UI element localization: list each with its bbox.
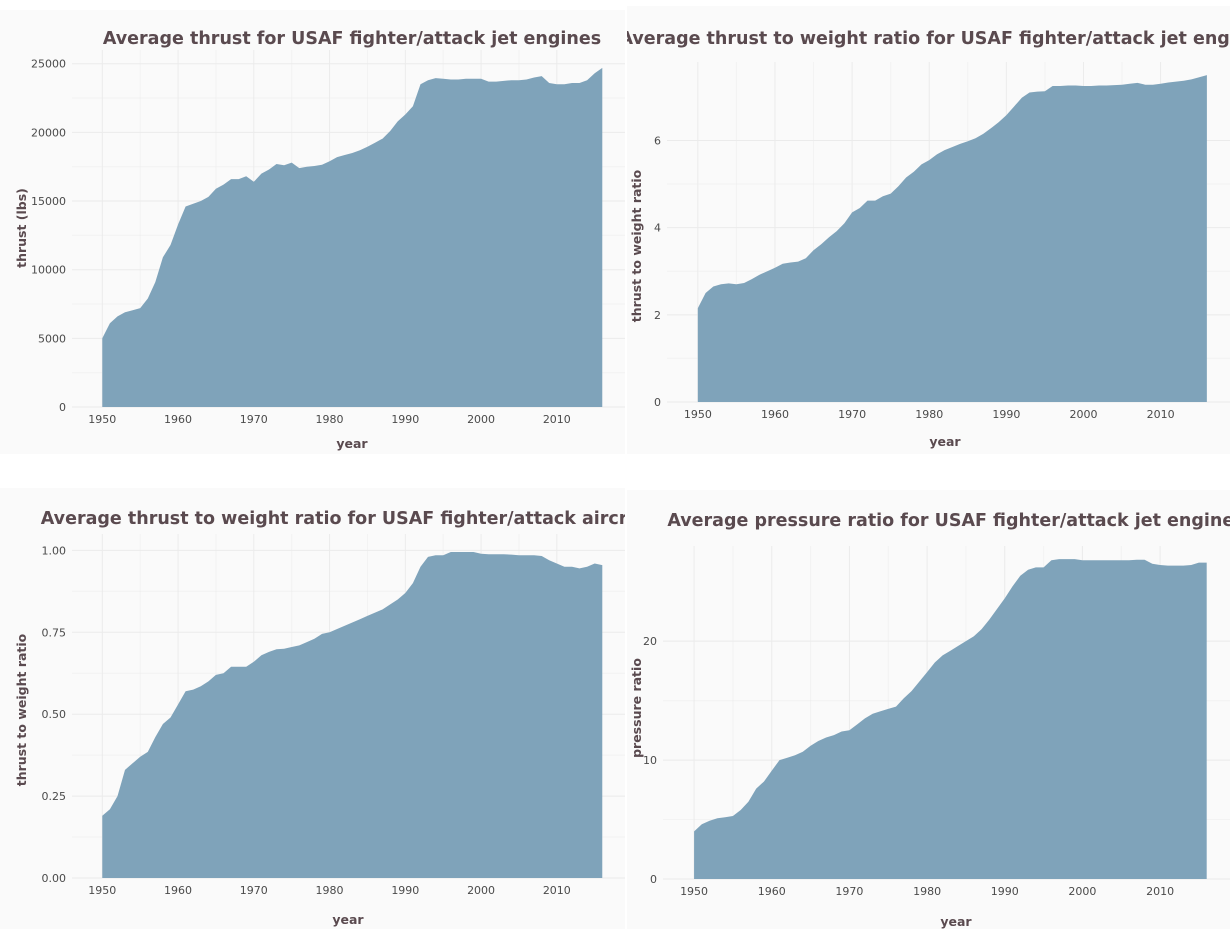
y-tick-label: 0: [654, 396, 661, 409]
y-tick-label: 15000: [31, 195, 66, 208]
y-tick-label: 0.75: [42, 626, 67, 639]
area-series: [102, 552, 603, 878]
x-tick-label: 1970: [240, 884, 268, 897]
x-tick-label: 1960: [758, 885, 786, 898]
chart-pressure-ratio: 1950 1960 1970 1980 1990 2000 2010 0 10 20 Averag…: [629, 511, 1230, 929]
x-tick-label: 1990: [991, 885, 1019, 898]
x-axis-label: year: [940, 914, 972, 929]
x-tick-label: 1980: [915, 408, 943, 421]
plot-layer: 1950 1960 1970 1980 1990 2000 2010 0 10 20: [643, 546, 1230, 898]
x-axis-label: year: [336, 436, 368, 451]
x-tick-label: 1960: [164, 413, 192, 426]
x-tick-label: 2010: [1147, 408, 1175, 421]
y-tick-label: 0.50: [42, 708, 67, 721]
x-tick-label: 1950: [684, 408, 712, 421]
x-tick-label: 1970: [838, 408, 866, 421]
x-tick-label: 2000: [467, 413, 495, 426]
x-tick-label: 2010: [543, 413, 571, 426]
x-tick-label: 1970: [835, 885, 863, 898]
chart-thrust: 1950 1960 1970 1980 1990 2000 2010 0 5000 10000 15…: [14, 29, 625, 451]
y-tick-label: 20: [643, 635, 657, 648]
area-series: [102, 67, 603, 408]
y-tick-label: 1.00: [42, 544, 67, 557]
x-tick-label: 1950: [88, 413, 116, 426]
y-tick-label: 6: [654, 134, 661, 147]
y-tick-label: 25000: [31, 58, 66, 71]
chart-panel-thrust: 1950 1960 1970 1980 1990 2000 2010 0 5000 10000 15…: [0, 10, 625, 454]
x-tick-label: 1990: [391, 884, 419, 897]
y-axis-label: pressure ratio: [629, 658, 644, 758]
plot-layer: 1950 1960 1970 1980 1990 2000 2010 0 5000 10000 15…: [31, 50, 625, 426]
y-tick-label: 5000: [38, 332, 66, 345]
x-tick-label: 1960: [164, 884, 192, 897]
y-tick-label: 10000: [31, 264, 66, 277]
x-tick-label: 2010: [543, 884, 571, 897]
y-tick-label: 20000: [31, 126, 66, 139]
chart-title: Average pressure ratio for USAF fighter/…: [667, 511, 1230, 531]
y-tick-label: 0: [59, 401, 66, 414]
y-tick-label: 0.25: [42, 790, 67, 803]
plot-layer: 1950 1960 1970 1980 1990 2000 2010 0 2 4 6: [654, 62, 1230, 421]
x-axis-label: year: [332, 912, 364, 927]
area-series: [697, 75, 1207, 402]
chart-title: Average thrust to weight ratio for USAF …: [627, 29, 1230, 49]
chart-engine-thrust-to-weight: 1950 1960 1970 1980 1990 2000 2010 0 2 4 6 Average…: [627, 29, 1230, 449]
x-tick-label: 2000: [467, 884, 495, 897]
x-tick-label: 1980: [316, 413, 344, 426]
x-tick-label: 2010: [1146, 885, 1174, 898]
y-tick-label: 0: [650, 873, 657, 886]
x-tick-label: 1990: [391, 413, 419, 426]
chart-panel-pressure: 1950 1960 1970 1980 1990 2000 2010 0 10 20 Averag…: [627, 490, 1230, 929]
x-tick-label: 1950: [88, 884, 116, 897]
x-tick-label: 1970: [240, 413, 268, 426]
chart-panel-aircraft-twr: 1950 1960 1970 1980 1990 2000 2010 0.00 0.25 0.50…: [0, 488, 625, 929]
x-tick-label: 1990: [992, 408, 1020, 421]
y-axis-label: thrust to weight ratio: [14, 633, 29, 786]
y-tick-label: 4: [654, 222, 661, 235]
y-axis-label: thrust (lbs): [14, 188, 29, 268]
x-axis-label: year: [929, 434, 961, 449]
y-tick-label: 10: [643, 754, 657, 767]
x-tick-label: 1980: [913, 885, 941, 898]
chart-title: Average thrust to weight ratio for USAF …: [41, 509, 625, 529]
plot-layer: 1950 1960 1970 1980 1990 2000 2010 0.00 0.25 0.50…: [42, 534, 625, 897]
chart-aircraft-thrust-to-weight: 1950 1960 1970 1980 1990 2000 2010 0.00 0.25 0.50…: [14, 509, 625, 927]
y-axis-label: thrust to weight ratio: [629, 169, 644, 322]
y-tick-label: 0.00: [42, 872, 67, 885]
x-tick-label: 2000: [1068, 885, 1096, 898]
chart-title: Average thrust for USAF fighter/attack j…: [103, 29, 601, 49]
area-series: [694, 559, 1207, 879]
x-tick-label: 1960: [761, 408, 789, 421]
y-tick-label: 2: [654, 309, 661, 322]
x-tick-label: 1980: [316, 884, 344, 897]
chart-panel-engine-twr: 1950 1960 1970 1980 1990 2000 2010 0 2 4 6 Average…: [627, 6, 1230, 454]
x-tick-label: 2000: [1069, 408, 1097, 421]
x-tick-label: 1950: [680, 885, 708, 898]
